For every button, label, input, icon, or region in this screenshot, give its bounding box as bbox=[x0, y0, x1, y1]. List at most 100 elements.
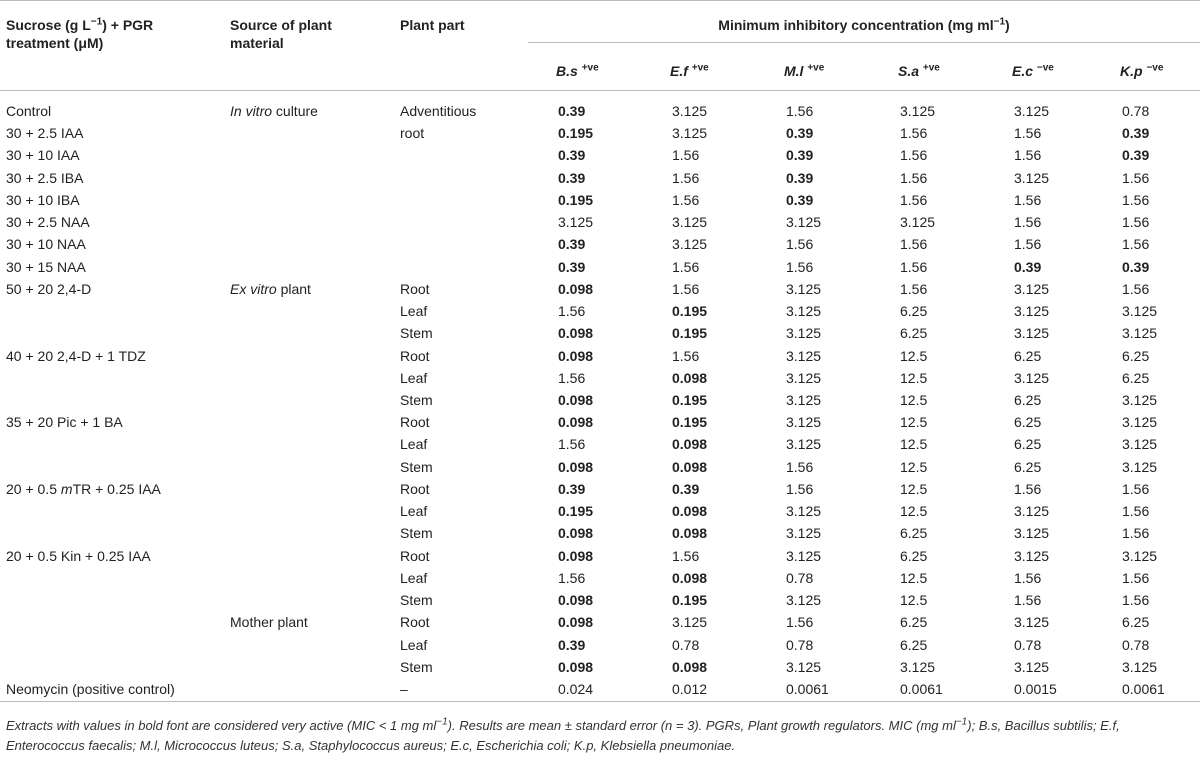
plant-part: Root bbox=[400, 613, 430, 631]
mic-value: 6.25 bbox=[1014, 414, 1042, 431]
mic-value: 1.56 bbox=[1014, 125, 1042, 142]
mic-value: 3.125 bbox=[672, 103, 708, 119]
mic-value: 0.098 bbox=[558, 280, 594, 297]
mic-value: 1.56 bbox=[672, 147, 700, 164]
mic-value: 0.78 bbox=[786, 636, 814, 653]
mic-value: 3.125 bbox=[786, 214, 822, 231]
text-part: Ex vitro bbox=[230, 280, 277, 297]
text-part: 30 + 2.5 IAA bbox=[6, 125, 84, 142]
plant-part: Stem bbox=[400, 324, 433, 342]
mic-value: 6.25 bbox=[1014, 436, 1042, 453]
mic-value: 1.56 bbox=[900, 147, 928, 164]
treatment: 30 + 2.5 IAA bbox=[6, 124, 83, 142]
mic-value: 1.56 bbox=[672, 347, 700, 364]
text-part: culture bbox=[272, 103, 318, 119]
text-part: Neomycin (positive control) bbox=[6, 680, 175, 697]
mic-value: 1.56 bbox=[1014, 147, 1042, 164]
mic-value: 3.125 bbox=[900, 103, 936, 119]
text-part: Root bbox=[400, 480, 430, 497]
mic-value: 0.39 bbox=[558, 147, 586, 164]
text-part: 50 + 20 2,4-D bbox=[6, 280, 92, 297]
mic-value: 3.125 bbox=[786, 303, 822, 320]
mic-value: 6.25 bbox=[1014, 391, 1042, 408]
mic-value: 3.125 bbox=[1014, 658, 1050, 675]
plant-part: Leaf bbox=[400, 502, 427, 520]
mic-value: 1.56 bbox=[1014, 480, 1042, 497]
organism-name: E.c bbox=[1012, 63, 1034, 79]
mic-value: 3.125 bbox=[786, 658, 822, 675]
mic-value: 3.125 bbox=[900, 658, 936, 675]
mic-value: 1.56 bbox=[900, 236, 928, 253]
plant-part: Adventitious bbox=[400, 102, 476, 120]
text-part: 30 + 2.5 IBA bbox=[6, 169, 84, 186]
mic-value: 3.125 bbox=[1122, 325, 1158, 342]
mic-value: 0.195 bbox=[672, 414, 708, 431]
mic-value: 1.56 bbox=[900, 169, 928, 186]
plant-part: Leaf bbox=[400, 636, 427, 654]
mic-value: 12.5 bbox=[900, 391, 928, 408]
header-source: Source of plant material bbox=[230, 16, 380, 52]
mic-value: 0.78 bbox=[1122, 103, 1150, 119]
mic-value: 1.56 bbox=[786, 458, 814, 475]
plant-part: Root bbox=[400, 547, 430, 565]
mic-value: 0.098 bbox=[672, 436, 708, 453]
text-part: Root bbox=[400, 614, 430, 631]
treatment: 35 + 20 Pic + 1 BA bbox=[6, 413, 123, 431]
text-part: Leaf bbox=[400, 636, 428, 653]
mic-value: 3.125 bbox=[1122, 414, 1158, 431]
mic-value: 6.25 bbox=[900, 636, 928, 653]
mic-value: 3.125 bbox=[786, 436, 822, 453]
gram-sign: +ve bbox=[807, 62, 825, 74]
mic-value: 3.125 bbox=[1014, 169, 1050, 186]
mic-value: 12.5 bbox=[900, 569, 928, 586]
plant-part: Leaf bbox=[400, 435, 427, 453]
text-part: Stem bbox=[400, 658, 433, 675]
mic-value: 1.56 bbox=[1122, 525, 1150, 542]
mic-value: 0.195 bbox=[672, 325, 708, 342]
source: Ex vitro plant bbox=[230, 280, 311, 298]
mic-value: 3.125 bbox=[672, 236, 708, 253]
mic-value: 0.39 bbox=[1122, 258, 1150, 275]
plant-part: Root bbox=[400, 480, 430, 498]
mic-value: 0.39 bbox=[786, 169, 814, 186]
text-part: Control bbox=[6, 103, 52, 119]
text-part: Stem bbox=[400, 325, 433, 342]
mic-value: 1.56 bbox=[900, 280, 928, 297]
mic-value: 0.024 bbox=[558, 680, 594, 697]
mic-value: 1.56 bbox=[1122, 214, 1150, 231]
text-part: ). Results are mean ± standard error (n … bbox=[447, 718, 956, 733]
treatment: 20 + 0.5 mTR + 0.25 IAA bbox=[6, 480, 161, 498]
mic-value: 3.125 bbox=[672, 125, 708, 142]
mic-value: 3.125 bbox=[786, 547, 822, 564]
text-part: 30 + 10 NAA bbox=[6, 236, 86, 253]
mic-value: 0.39 bbox=[786, 125, 814, 142]
footnote: Extracts with values in bold font are co… bbox=[6, 716, 1196, 756]
text-part: Leaf bbox=[400, 569, 428, 586]
mic-value: 0.098 bbox=[558, 547, 594, 564]
mic-value: 3.125 bbox=[1122, 458, 1158, 475]
mic-value: 3.125 bbox=[1122, 391, 1158, 408]
mic-value: 0.098 bbox=[558, 414, 594, 431]
mic-value: 6.25 bbox=[900, 614, 928, 631]
mic-value: 1.56 bbox=[1014, 592, 1042, 609]
text-part: Sucrose (g L bbox=[6, 17, 91, 33]
mic-value: 1.56 bbox=[900, 258, 928, 275]
bottom-rule bbox=[0, 701, 1200, 702]
mic-value: 1.56 bbox=[1014, 569, 1042, 586]
text-part: In vitro bbox=[230, 103, 273, 119]
text-part: Stem bbox=[400, 525, 433, 542]
mic-value: 3.125 bbox=[786, 503, 822, 520]
mic-value: 1.56 bbox=[1122, 191, 1150, 208]
organism-name: S.a bbox=[898, 63, 920, 79]
mic-value: 0.195 bbox=[558, 191, 594, 208]
plant-part: Leaf bbox=[400, 369, 427, 387]
mic-value: 1.56 bbox=[786, 480, 814, 497]
source: In vitro culture bbox=[230, 102, 318, 120]
mic-value: 6.25 bbox=[1122, 347, 1150, 364]
mic-value: 1.56 bbox=[1122, 592, 1150, 609]
mic-value: 3.125 bbox=[1122, 303, 1158, 320]
mic-value: 0.39 bbox=[1122, 125, 1150, 142]
plant-part: Root bbox=[400, 413, 430, 431]
mic-value: 3.125 bbox=[786, 347, 822, 364]
text-part: TR + 0.25 IAA bbox=[72, 480, 161, 497]
